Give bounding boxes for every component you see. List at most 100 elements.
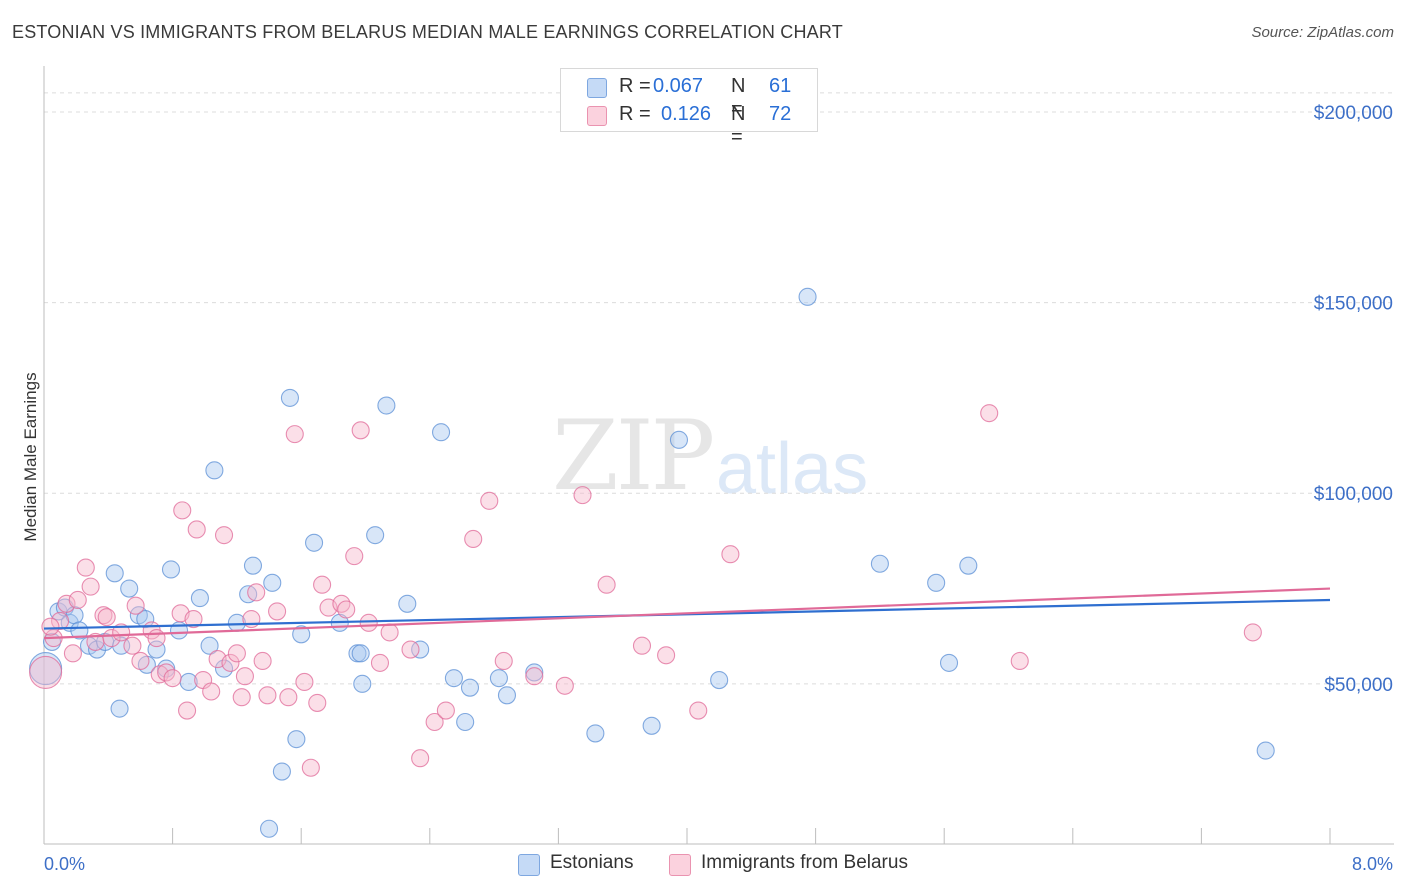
- belarus-point: [94, 606, 113, 625]
- estonian-point: [939, 653, 959, 672]
- belarus-point: [494, 651, 513, 671]
- bottom-legend-swatch-estonians: [518, 854, 540, 876]
- belarus-point: [147, 629, 166, 648]
- belarus-point: [332, 594, 351, 613]
- belarus-point: [247, 583, 266, 602]
- belarus-point: [258, 686, 277, 705]
- belarus-point: [76, 558, 95, 577]
- estonian-point: [110, 699, 129, 718]
- belarus-point: [123, 636, 142, 655]
- estonian-point: [280, 388, 299, 407]
- legend-n-label: N =: [731, 103, 746, 148]
- estonian-point: [870, 554, 889, 573]
- estonian-point: [287, 730, 306, 749]
- estonian-point: [259, 819, 279, 838]
- estonian-point: [456, 712, 475, 732]
- y-tick-label: $100,000: [1314, 484, 1393, 505]
- estonian-point: [70, 621, 89, 640]
- legend-n-label: N =: [731, 75, 746, 120]
- belarus-point: [126, 596, 145, 615]
- estonian-point: [272, 762, 291, 781]
- belarus-point: [112, 623, 131, 642]
- belarus-point: [480, 491, 499, 510]
- estonian-point: [525, 663, 544, 682]
- bottom-legend-label-estonians: Estonians: [550, 852, 634, 873]
- belarus-trend-line: [43, 587, 1331, 640]
- belarus-point: [464, 529, 483, 549]
- estonian-point: [353, 674, 372, 693]
- estonian-point: [351, 644, 370, 663]
- belarus-point: [41, 617, 60, 636]
- legend: R = 0.067 N = 61 R = 0.126 N = 72: [560, 68, 818, 148]
- belarus-point: [187, 520, 206, 539]
- belarus-point: [370, 653, 390, 672]
- belarus-point: [657, 646, 676, 665]
- watermark-atlas: atlas: [716, 429, 869, 509]
- belarus-point: [214, 526, 234, 545]
- estonian-point: [444, 669, 463, 688]
- belarus-point: [555, 676, 574, 695]
- belarus-point: [29, 655, 63, 689]
- y-tick-label: $50,000: [1324, 675, 1393, 696]
- belarus-point: [380, 623, 399, 642]
- belarus-point: [632, 636, 652, 655]
- belarus-point: [163, 669, 182, 688]
- legend-r-value: 0.067: [653, 75, 704, 97]
- estonian-point: [398, 594, 417, 613]
- belarus-point: [337, 600, 356, 619]
- legend-n-value: 61: [769, 75, 792, 97]
- belarus-point: [308, 693, 327, 712]
- belarus-point: [525, 667, 544, 686]
- estonian-point: [798, 287, 817, 306]
- y-tick-label: $200,000: [1314, 103, 1393, 124]
- estonian-point: [489, 669, 508, 688]
- estonian-point: [243, 556, 263, 575]
- estonian-point: [377, 396, 396, 415]
- estonian-point: [586, 724, 605, 743]
- belarus-point: [597, 575, 616, 594]
- belarus-point: [1243, 623, 1262, 642]
- estonian-point: [292, 625, 311, 644]
- belarus-point: [1010, 651, 1029, 671]
- belarus-point: [51, 611, 70, 631]
- estonian-point: [642, 716, 661, 735]
- source-label: Source: ZipAtlas.com: [1251, 24, 1394, 41]
- chart-title: ESTONIAN VS IMMIGRANTS FROM BELARUS MEDI…: [12, 22, 843, 42]
- belarus-point: [313, 575, 332, 594]
- estonian-point: [305, 533, 324, 552]
- belarus-point: [689, 701, 708, 720]
- estonian-point: [200, 636, 219, 655]
- belarus-point: [102, 629, 121, 648]
- belarus-point: [97, 608, 116, 627]
- estonian-point: [411, 640, 430, 659]
- belarus-point: [235, 667, 254, 686]
- belarus-point: [221, 653, 240, 672]
- estonian-point: [1256, 741, 1275, 760]
- belarus-point: [425, 712, 444, 732]
- estonian-point: [959, 556, 978, 575]
- belarus-point: [57, 594, 76, 613]
- bottom-legend-label-belarus: Immigrants from Belarus: [701, 852, 908, 873]
- estonian-point: [161, 560, 181, 579]
- belarus-point: [345, 547, 364, 566]
- belarus-point: [285, 425, 304, 444]
- estonian-point: [366, 526, 385, 545]
- belarus-point: [401, 640, 420, 659]
- legend-swatch-estonians: [587, 78, 607, 98]
- legend-r-value: 0.126: [661, 103, 712, 125]
- belarus-point: [359, 613, 378, 632]
- x-tick-label: 8.0%: [1352, 854, 1393, 874]
- belarus-point: [131, 651, 150, 671]
- estonian-point: [927, 573, 946, 592]
- belarus-point: [63, 644, 82, 663]
- belarus-point: [351, 421, 370, 440]
- estonian-point: [432, 423, 451, 442]
- estonian-point: [710, 670, 729, 690]
- bottom-legend-swatch-belarus: [669, 854, 691, 876]
- x-tick-label: 0.0%: [44, 854, 85, 874]
- estonian-point: [669, 430, 689, 449]
- estonian-point: [190, 589, 209, 608]
- belarus-point: [573, 486, 592, 505]
- belarus-point: [202, 682, 221, 701]
